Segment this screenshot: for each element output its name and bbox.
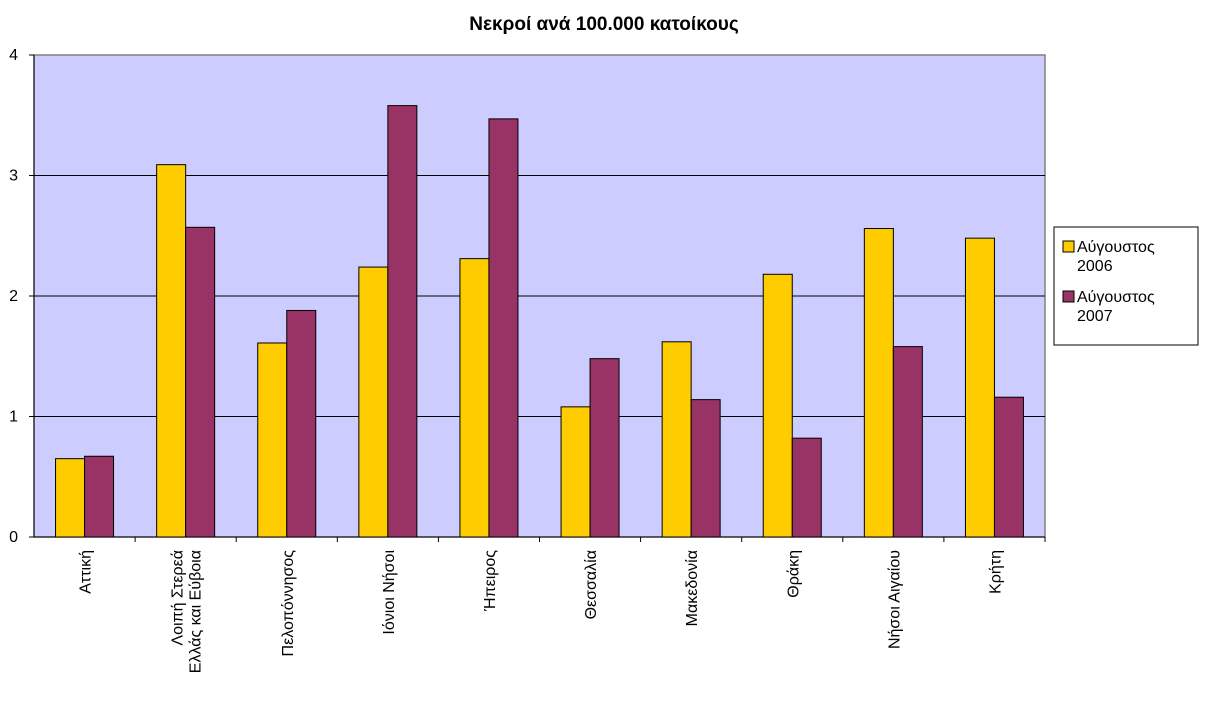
y-tick-label: 4 (9, 47, 18, 64)
x-tick-label: Λοιπή Στερεά (170, 550, 187, 646)
x-tick-label: Θεσσαλία (583, 550, 600, 619)
x-tick-label: Πελοπόννησος (280, 550, 297, 657)
bar (387, 105, 418, 538)
bar (185, 226, 216, 538)
bar (257, 342, 288, 538)
x-tick-label: Ήπειρος (482, 550, 499, 612)
bar (84, 455, 115, 538)
y-tick-label: 2 (9, 288, 18, 305)
x-tick-label: Κρήτη (987, 550, 1004, 594)
chart-title: Νεκροί ανά 100.000 κατοίκους (469, 14, 739, 35)
x-tick-label: Νήσοι Αιγαίου (886, 550, 903, 649)
x-tick-label: Θράκη (785, 550, 802, 598)
x-tick-label: Ιόνιοι Νήσοι (381, 550, 398, 635)
legend-swatch (1062, 290, 1075, 303)
legend-label: 2006 (1077, 258, 1113, 275)
legend-swatch (1062, 240, 1075, 253)
bar (560, 406, 591, 538)
bar (892, 346, 923, 538)
bar (863, 228, 894, 538)
bar (488, 118, 519, 538)
bar (286, 309, 317, 538)
legend-label: Αύγουστος (1077, 239, 1155, 256)
bar (156, 164, 187, 538)
bar (690, 399, 721, 538)
bar (791, 437, 822, 538)
bar (358, 266, 389, 538)
bar (55, 458, 86, 538)
x-tick-label: Αττική (78, 550, 95, 594)
x-tick-label: Ελλάς και Εύβοια (188, 550, 205, 673)
bar (964, 237, 995, 538)
bar (762, 273, 793, 538)
bar (459, 258, 490, 538)
legend-label: 2007 (1077, 308, 1113, 325)
legend-label: Αύγουστος (1077, 289, 1155, 306)
x-tick-label: Μακεδονία (684, 550, 701, 626)
legend (1053, 226, 1199, 346)
y-tick-label: 0 (9, 529, 18, 546)
bar (589, 358, 620, 538)
bar (993, 396, 1024, 538)
bar (661, 341, 692, 538)
y-tick-label: 3 (9, 168, 18, 185)
y-tick-label: 1 (9, 409, 18, 426)
